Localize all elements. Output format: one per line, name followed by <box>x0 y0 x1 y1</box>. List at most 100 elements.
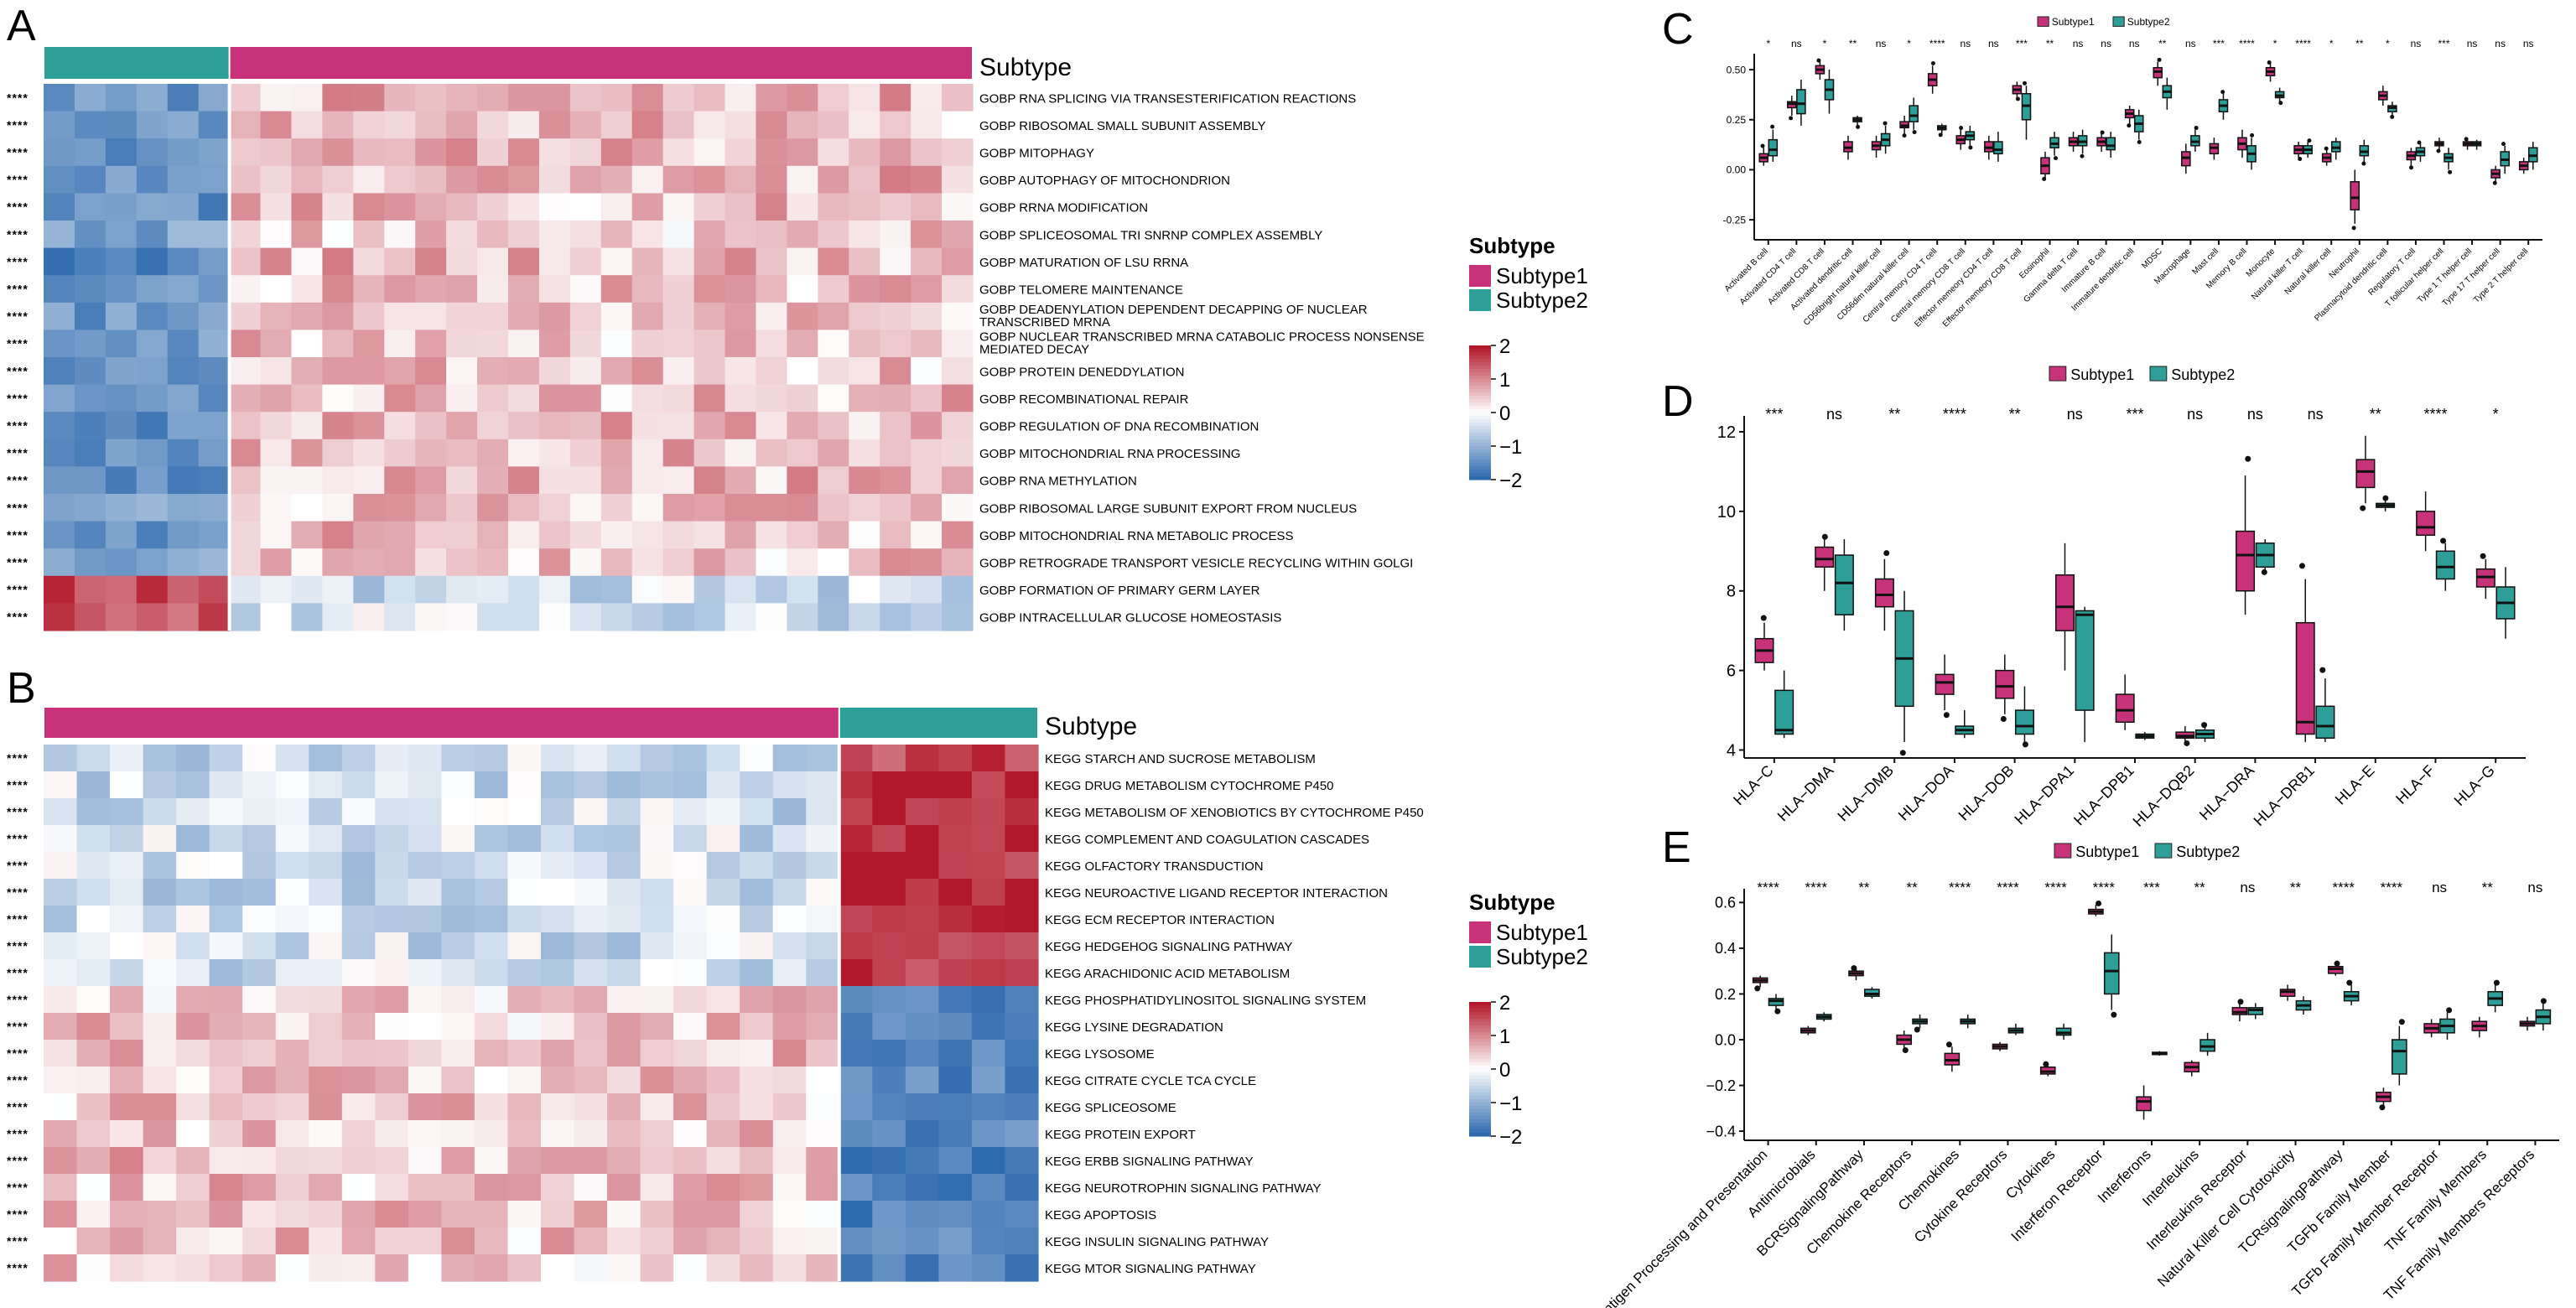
heatmap-cell <box>673 932 708 960</box>
heatmap-cell <box>724 111 757 139</box>
outlier-point <box>2111 1011 2117 1018</box>
heatmap-cell <box>291 494 323 522</box>
heatmap-cell <box>474 852 509 880</box>
heatmap-cell <box>176 1201 210 1228</box>
heatmap-cell <box>818 165 849 194</box>
colorbar-segment <box>1469 1046 1491 1050</box>
legend-swatch-subtype2 <box>2112 16 2125 27</box>
heatmap-cell <box>44 1120 78 1148</box>
heatmap-cell <box>938 1067 973 1094</box>
row-label: KEGG PHOSPHATIDYLINOSITOL SIGNALING SYST… <box>1045 994 1366 1008</box>
heatmap-cell <box>477 138 509 167</box>
significance-label: ns <box>2101 38 2111 49</box>
heatmap-cell <box>44 906 78 933</box>
colorbar-segment <box>1469 426 1491 430</box>
y-tick-label: 0.25 <box>1727 114 1747 126</box>
group-gap <box>837 745 841 1281</box>
heatmap-cell <box>772 906 807 933</box>
outlier-point <box>2000 716 2007 723</box>
panel-letter: B <box>7 664 36 713</box>
heatmap-cell <box>872 906 906 933</box>
heatmap-cell <box>408 879 442 906</box>
heatmap-cell <box>44 111 75 139</box>
heatmap-cell <box>341 1254 376 1282</box>
outlier-point <box>2100 130 2105 135</box>
heatmap-cell <box>474 879 509 906</box>
heatmap-cell <box>322 521 354 549</box>
box-subtype1 <box>2115 693 2135 724</box>
heatmap-cell <box>538 494 571 522</box>
heatmap-cell <box>772 1201 807 1228</box>
heatmap-cell <box>209 1147 243 1175</box>
heatmap-cell <box>260 247 293 276</box>
heatmap-cell <box>507 1120 542 1148</box>
heatmap-cell <box>971 1254 1006 1282</box>
heatmap-cell <box>538 275 571 304</box>
heatmap-cell <box>740 932 774 960</box>
heatmap-cell <box>44 1013 78 1041</box>
heatmap-cell <box>740 771 774 799</box>
panel-c-boxplot: C Subtype1 Subtype20.500.250.00-0.25*Activ… <box>1662 5 2542 330</box>
heatmap-cell <box>143 1174 177 1202</box>
heatmap-cell <box>911 494 943 522</box>
heatmap-cell <box>441 1040 475 1067</box>
colorbar-segment <box>1469 443 1491 447</box>
significance-label: *** <box>2016 38 2028 49</box>
heatmap-cell <box>569 412 602 440</box>
heatmap-cell <box>911 384 943 413</box>
heatmap-cell <box>756 412 787 440</box>
heatmap-cell <box>942 575 974 604</box>
heatmap-cell <box>309 932 343 960</box>
heatmap-cell <box>322 466 354 495</box>
heatmap-cell <box>375 906 409 933</box>
heatmap-cell <box>508 111 540 139</box>
heatmap-cell <box>44 1147 78 1175</box>
heatmap-cell <box>309 1067 343 1094</box>
heatmap-cell <box>353 521 385 549</box>
heatmap-cell <box>408 1093 442 1121</box>
heatmap-cell <box>507 1040 542 1067</box>
heatmap-cell <box>693 603 726 631</box>
heatmap-cell <box>541 825 575 853</box>
colorbar-label: −1 <box>1499 436 1522 459</box>
heatmap-cell <box>772 1067 807 1094</box>
heatmap-cell <box>806 932 840 960</box>
heatmap-cell <box>353 111 385 139</box>
heatmap-cell <box>938 745 973 772</box>
heatmap-cell <box>574 1120 608 1148</box>
heatmap-cell <box>441 986 475 1014</box>
heatmap-cell <box>607 1067 641 1094</box>
row-label: KEGG PROTEIN EXPORT <box>1045 1128 1196 1142</box>
heatmap-cell <box>242 1201 277 1228</box>
heatmap-cell <box>756 575 787 604</box>
heatmap-cell <box>607 1254 641 1282</box>
heatmap-cell <box>693 548 726 577</box>
legend-label: Subtype1 <box>1496 263 1588 288</box>
x-tick-label: HLA−C <box>1730 762 1777 809</box>
heatmap-cell <box>673 986 708 1014</box>
heatmap-cell <box>198 357 231 386</box>
heatmap-cell <box>353 84 385 112</box>
colorbar-segment <box>1469 1049 1491 1053</box>
heatmap-cell <box>787 412 818 440</box>
heatmap-cell <box>209 798 243 826</box>
heatmap-cell <box>971 745 1006 772</box>
heatmap-cell <box>818 193 849 221</box>
heatmap-cell <box>839 1147 873 1175</box>
heatmap-cell <box>242 771 277 799</box>
outlier-point <box>1968 145 1973 150</box>
heatmap-cell <box>640 1201 674 1228</box>
colorbar-segment <box>1469 1066 1491 1070</box>
significance-label: **** <box>1929 38 1945 49</box>
heatmap-cell <box>706 932 740 960</box>
heatmap-cell <box>1005 1201 1039 1228</box>
heatmap-cell <box>818 575 849 604</box>
heatmap-cell <box>76 986 111 1014</box>
heatmap-cell <box>242 1254 277 1282</box>
heatmap-cell <box>849 548 880 577</box>
heatmap-cell <box>415 221 447 249</box>
heatmap-cell <box>600 412 633 440</box>
heatmap-cell <box>260 466 293 495</box>
outlier-point <box>1789 116 1794 121</box>
